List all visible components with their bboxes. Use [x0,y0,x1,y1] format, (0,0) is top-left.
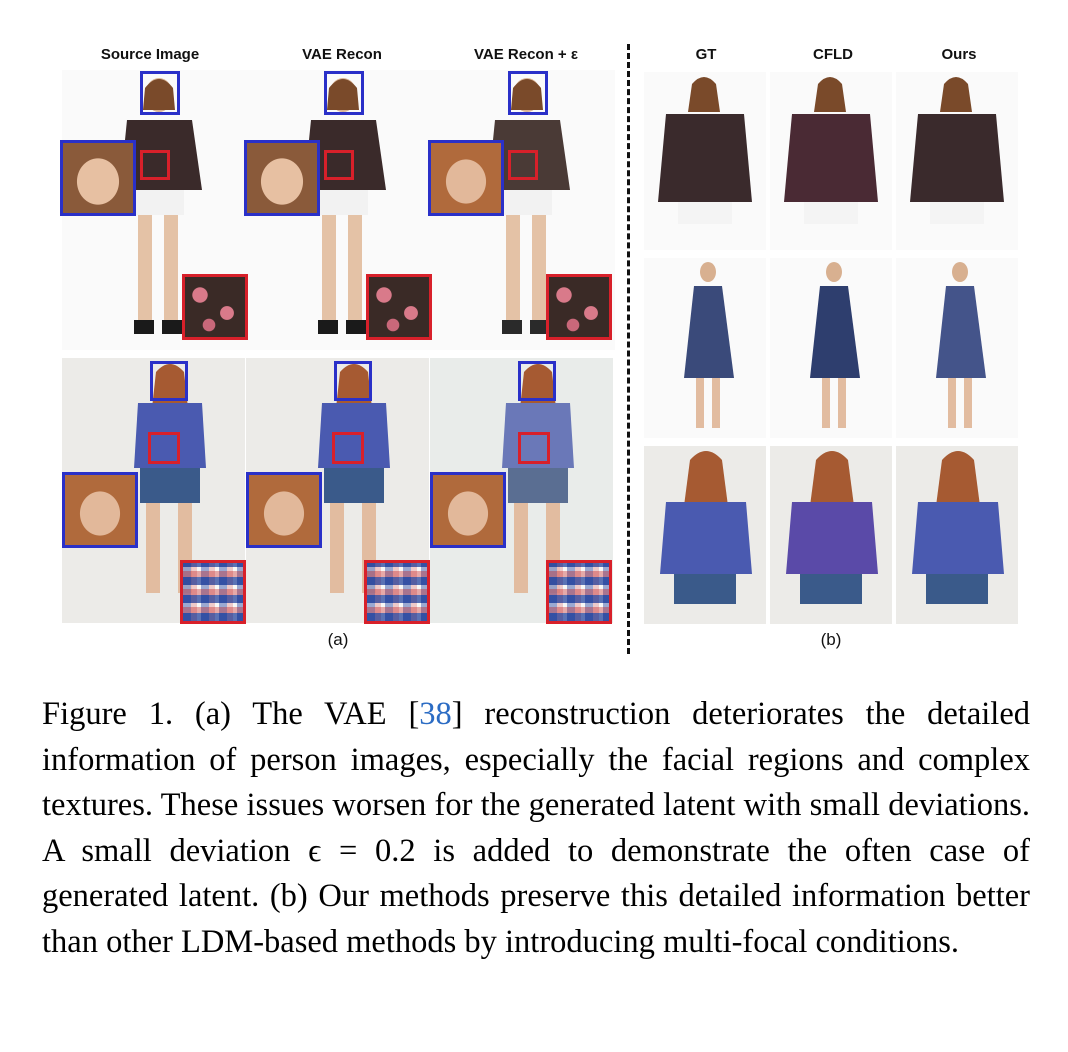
person-figure [658,77,752,224]
face-region-box [140,71,180,115]
texture-region-box [332,432,364,464]
header-cfld: CFLD [813,46,853,63]
face-region-box [334,361,372,401]
image-cfld-row1 [770,72,892,250]
image-cfld-row3 [770,446,892,624]
figure-caption: Figure 1. (a) The VAE [38] reconstructio… [42,692,1030,965]
zoom-face-inset [430,472,506,548]
face-region-box [508,71,548,115]
texture-region-box [324,150,354,180]
face-region-box [150,361,188,401]
face-region-box [518,361,556,401]
zoom-face-inset [62,472,138,548]
zoom-texture-inset [546,274,612,340]
image-ours-row1 [896,72,1018,250]
caption-text-start: Figure 1. (a) The VAE [ [42,696,420,732]
texture-region-box [140,150,170,180]
image-cfld-row2 [770,258,892,438]
person-figure [660,451,752,604]
texture-region-box [148,432,180,464]
panel-divider [627,44,630,654]
image-gt-row3 [644,446,766,624]
citation-link[interactable]: 38 [419,696,452,732]
image-ours-row3 [896,446,1018,624]
zoom-face-inset [246,472,322,548]
person-figure [936,262,986,428]
caption-text-end: ] reconstruction deteriorates the detail… [42,696,1030,960]
person-figure [120,78,202,334]
header-vae-recon-eps: VAE Recon + ε [474,46,578,63]
image-source-row1 [62,70,247,350]
person-figure [810,262,860,428]
face-region-box [324,71,364,115]
person-figure [912,451,1004,604]
panel-a-label: (a) [327,630,349,649]
zoom-texture-inset [364,560,430,624]
header-ours: Ours [941,46,977,63]
zoom-face-inset [428,140,504,216]
texture-region-box [518,432,550,464]
header-gt: GT [695,46,717,63]
person-figure [318,364,390,593]
person-figure [134,364,206,593]
zoom-face-inset [244,140,320,216]
person-figure [784,77,878,224]
person-figure [910,77,1004,224]
zoom-texture-inset [546,560,612,624]
image-gt-row2 [644,258,766,438]
person-figure [786,451,878,604]
image-gt-row1 [644,72,766,250]
zoom-texture-inset [366,274,432,340]
texture-region-box [508,150,538,180]
zoom-texture-inset [182,274,248,340]
header-source-image: Source Image [100,46,200,63]
zoom-face-inset [60,140,136,216]
zoom-texture-inset [180,560,246,624]
image-ours-row2 [896,258,1018,438]
panel-b-label: (b) [820,630,842,649]
person-figure [684,262,734,428]
header-vae-recon: VAE Recon [302,46,382,63]
